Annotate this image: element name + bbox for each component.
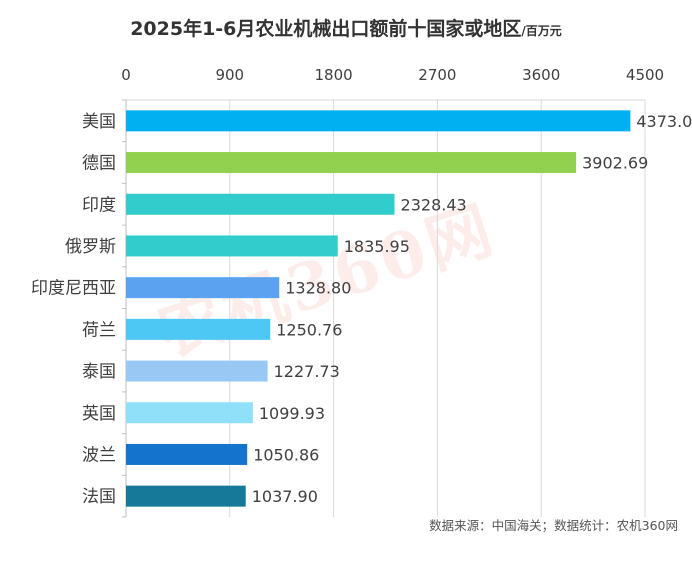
category-label: 印度 (82, 195, 116, 215)
x-tick-label: 900 (215, 66, 244, 84)
data-label: 1099.93 (259, 404, 325, 423)
x-tick-label: 1800 (315, 66, 353, 84)
bar (126, 318, 271, 340)
data-label: 1050.86 (253, 445, 319, 464)
data-label: 1227.73 (274, 362, 340, 381)
source-note: 数据来源：中国海关；数据统计：农机360网 (429, 518, 678, 533)
bar (126, 193, 395, 215)
category-label: 印度尼西亚 (31, 279, 116, 299)
bar (126, 402, 253, 424)
category-label: 俄罗斯 (65, 237, 116, 257)
data-label: 1328.80 (285, 279, 351, 298)
x-tick-label: 3600 (522, 66, 560, 84)
bar (126, 360, 268, 382)
bar (126, 277, 280, 299)
bar (126, 443, 248, 465)
category-label: 泰国 (82, 362, 116, 382)
category-label: 法国 (82, 487, 116, 507)
category-label: 荷兰 (82, 320, 116, 340)
chart-title-text: 2025年1-6月农业机械出口额前十国家或地区 (130, 18, 522, 40)
data-label: 1835.95 (344, 237, 410, 256)
x-tick-label: 0 (121, 66, 131, 84)
bar (126, 110, 631, 132)
category-label: 波兰 (82, 445, 116, 465)
data-label: 3902.69 (582, 154, 648, 173)
x-tick-label: 2700 (418, 66, 456, 84)
data-label: 4373.02 (636, 112, 692, 131)
category-label: 德国 (82, 154, 116, 174)
data-label: 2328.43 (401, 195, 467, 214)
bar (126, 152, 577, 174)
chart-title: 2025年1-6月农业机械出口额前十国家或地区/百万元 (0, 14, 692, 41)
bar (126, 235, 338, 257)
data-label: 1037.90 (252, 487, 318, 506)
data-label: 1250.76 (276, 320, 342, 339)
x-tick-label: 4500 (626, 66, 664, 84)
bar (126, 485, 246, 507)
category-label: 美国 (82, 112, 116, 132)
unit-label: /百万元 (521, 24, 562, 38)
category-label: 英国 (82, 404, 116, 424)
